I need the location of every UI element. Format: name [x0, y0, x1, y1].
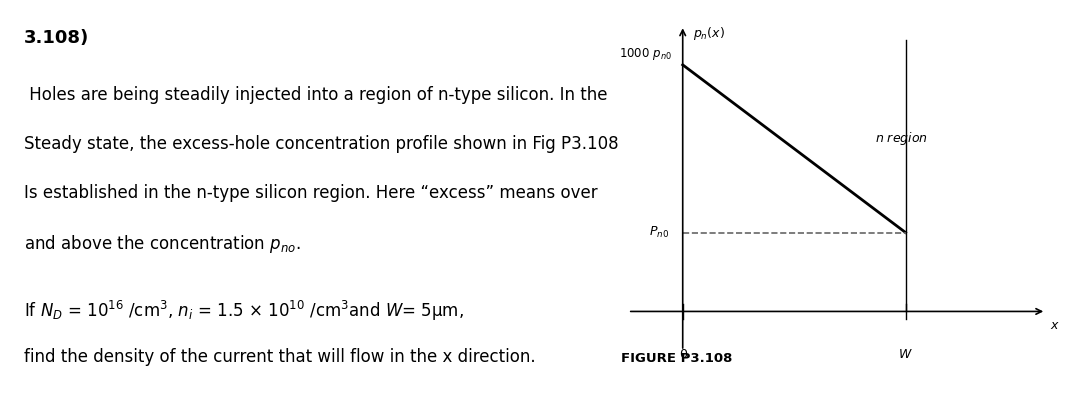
Text: $W$: $W$	[899, 348, 913, 362]
Text: Is established in the n-type silicon region. Here “excess” means over: Is established in the n-type silicon reg…	[24, 184, 598, 202]
Text: find the density of the current that will flow in the x direction.: find the density of the current that wil…	[24, 348, 536, 366]
Text: 1000 $p_{n0}$: 1000 $p_{n0}$	[620, 46, 673, 63]
Text: $P_{n0}$: $P_{n0}$	[649, 225, 669, 240]
Text: $x$: $x$	[1050, 319, 1059, 332]
Text: If $N_D$ = 10$^{16}$ /cm$^3$, $n_i$ = 1.5 × 10$^{10}$ /cm$^3$and $W$= 5μm,: If $N_D$ = 10$^{16}$ /cm$^3$, $n_i$ = 1.…	[24, 299, 464, 323]
Text: and above the concentration $p_{no}$.: and above the concentration $p_{no}$.	[24, 233, 301, 255]
Text: Steady state, the excess-hole concentration profile shown in Fig P3.108: Steady state, the excess-hole concentrat…	[24, 135, 619, 153]
Text: FIGURE P3.108: FIGURE P3.108	[621, 352, 732, 365]
Text: Holes are being steadily injected into a region of n-type silicon. In the: Holes are being steadily injected into a…	[24, 86, 608, 104]
Text: $p_n(x)$: $p_n(x)$	[693, 25, 725, 43]
Text: 3.108): 3.108)	[24, 29, 90, 47]
Text: $n$ region: $n$ region	[875, 130, 928, 147]
Text: 0: 0	[678, 348, 687, 362]
